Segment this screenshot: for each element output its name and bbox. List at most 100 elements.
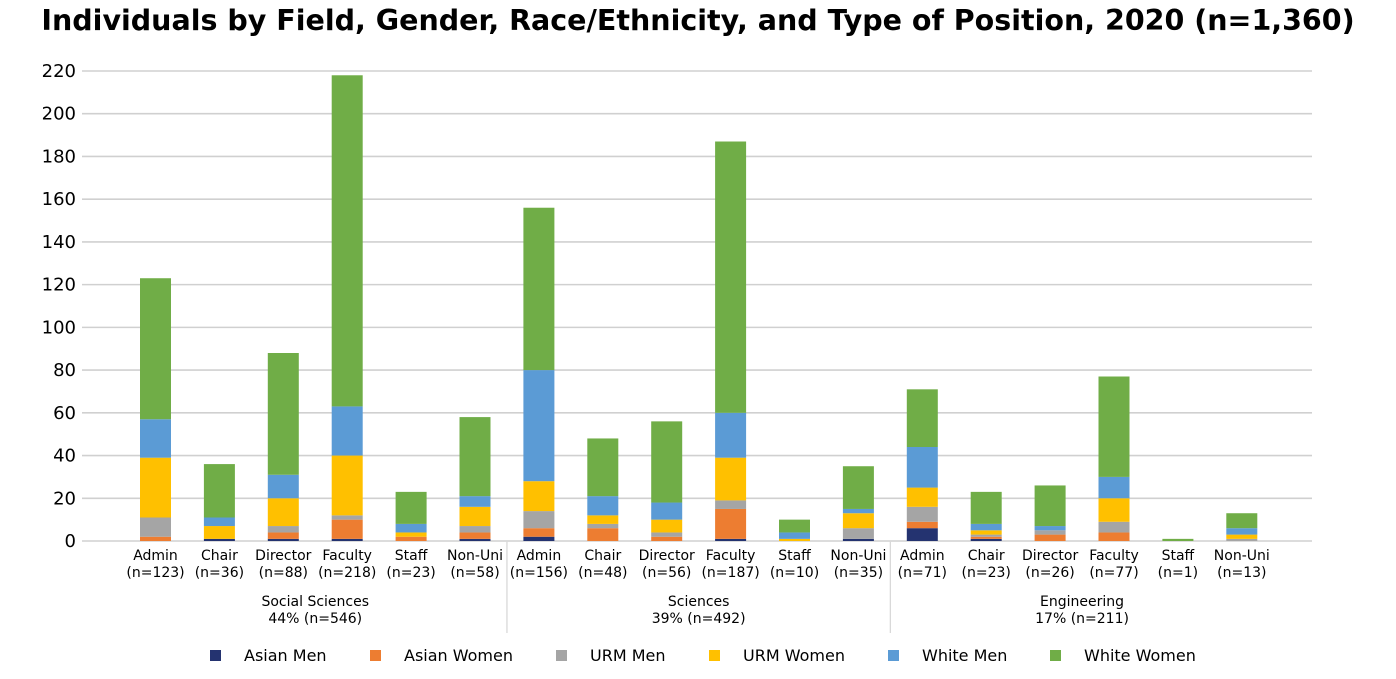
bar-segment (1034, 530, 1066, 535)
x-tick-count: (n=26) (1025, 565, 1074, 581)
bar-segment (459, 496, 491, 507)
bar-segment (395, 536, 427, 541)
x-tick-count: (n=36) (195, 565, 244, 581)
bar-segment (523, 536, 555, 541)
bar-segment (906, 528, 938, 541)
bar-segment (842, 528, 874, 539)
x-tick-label: Admin (517, 548, 562, 564)
bar-segment (970, 538, 1002, 541)
y-tick-label: 40 (53, 446, 76, 467)
bar-segment (651, 502, 683, 520)
x-tick-label: Director (255, 548, 311, 564)
bar-segment (459, 506, 491, 527)
bar-segment (970, 536, 1002, 539)
x-tick-label: Director (1022, 548, 1078, 564)
bar-segment (1034, 485, 1066, 527)
bar-segment (523, 481, 555, 512)
x-tick-count: (n=10) (770, 565, 819, 581)
x-tick-count: (n=1) (1158, 565, 1198, 581)
bar-segment (267, 532, 299, 539)
x-tick-label: Staff (395, 548, 428, 564)
bar-segment (970, 530, 1002, 535)
y-tick-label: 220 (42, 61, 76, 82)
x-tick-label: Non-Uni (830, 548, 886, 564)
legend-label: URM Men (590, 646, 666, 665)
x-tick-label: Non-Uni (447, 548, 503, 564)
bar-segment (523, 528, 555, 537)
x-tick-label: Non-Uni (1214, 548, 1270, 564)
bar-segment (842, 538, 874, 541)
legend-swatch (888, 650, 899, 661)
bar-segment (1226, 513, 1258, 529)
bar-segment (267, 498, 299, 527)
x-tick-count: (n=23) (962, 565, 1011, 581)
bar-segment (395, 523, 427, 533)
bar-segment (203, 526, 235, 539)
x-tick-label: Chair (584, 548, 621, 564)
legend-label: URM Women (743, 646, 845, 665)
bar-segment (587, 523, 619, 529)
group-label: Engineering (1040, 594, 1124, 610)
bar-segment (906, 389, 938, 447)
x-tick-label: Staff (1162, 548, 1195, 564)
legend-label: White Men (922, 646, 1007, 665)
x-tick-count: (n=35) (834, 565, 883, 581)
bar-segment (906, 506, 938, 522)
x-tick-label: Director (639, 548, 695, 564)
bar-segment (331, 75, 363, 407)
y-tick-label: 180 (42, 146, 76, 167)
bar-segment (267, 526, 299, 533)
bar-segment (587, 496, 619, 516)
group-label: Sciences (668, 594, 730, 610)
bar-segment (715, 538, 747, 541)
bar-segment (842, 513, 874, 529)
bar-segment (267, 353, 299, 475)
x-tick-count: (n=156) (510, 565, 568, 581)
x-tick-count: (n=13) (1217, 565, 1266, 581)
bar-segment (459, 417, 491, 497)
bar-segment (842, 508, 874, 514)
x-tick-label: Faculty (322, 548, 372, 564)
bar-segment (906, 487, 938, 507)
y-tick-label: 20 (53, 488, 76, 509)
x-tick-count: (n=48) (578, 565, 627, 581)
bar-segment (779, 519, 810, 533)
bar-segment (331, 406, 363, 456)
bar-segment (523, 370, 555, 482)
bar-segment (203, 517, 235, 527)
bar-segment (523, 207, 555, 371)
bar-segment (140, 536, 171, 541)
bar-segment (715, 141, 747, 413)
x-tick-label: Chair (968, 548, 1005, 564)
bar-segment (395, 532, 427, 537)
legend-label: White Women (1084, 646, 1196, 665)
bar-segment (395, 491, 427, 524)
y-tick-label: 100 (42, 317, 76, 338)
legend-swatch (709, 650, 720, 661)
legend-swatch (1050, 650, 1061, 661)
bar-segment (459, 532, 491, 539)
x-tick-label: Admin (900, 548, 945, 564)
bar-segment (140, 278, 171, 420)
legend-swatch (556, 650, 567, 661)
x-tick-count: (n=71) (898, 565, 947, 581)
bar-segment (715, 500, 747, 509)
bar-segment (140, 517, 171, 537)
x-tick-count: (n=88) (259, 565, 308, 581)
y-tick-label: 140 (42, 232, 76, 253)
x-tick-label: Chair (201, 548, 238, 564)
bar-segment (1098, 476, 1130, 499)
x-tick-count: (n=56) (642, 565, 691, 581)
bar-segment (523, 511, 555, 529)
bar-segment (842, 466, 874, 509)
bar-segment (1098, 532, 1130, 541)
bar-segment (587, 515, 619, 524)
x-tick-count: (n=58) (450, 565, 499, 581)
legend-swatch (210, 650, 221, 661)
y-tick-label: 60 (53, 403, 76, 424)
bar-segment (1098, 376, 1130, 477)
legend-swatch (370, 650, 381, 661)
bar-segment (906, 521, 938, 529)
bar-segment (331, 538, 363, 541)
